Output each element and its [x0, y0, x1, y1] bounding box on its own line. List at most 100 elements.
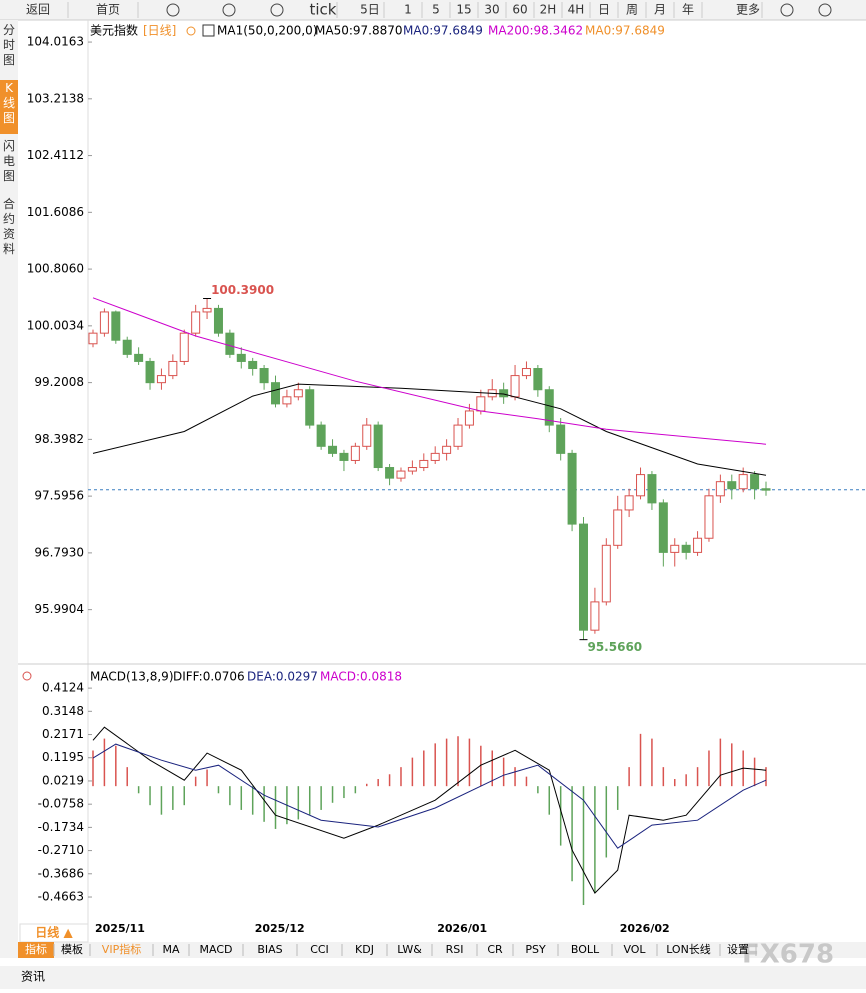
- legend-item: MA200:98.3462: [488, 24, 583, 38]
- candle-body: [430, 452, 440, 461]
- y-tick-label: -0.1734: [38, 820, 84, 834]
- indicator-tab[interactable]: VIP指标: [102, 942, 141, 956]
- toolbar-icon-candle[interactable]: [270, 3, 284, 17]
- y-tick-label: 0.1195: [42, 750, 84, 764]
- candle-body: [271, 382, 281, 405]
- y-tick-label: 101.6086: [27, 205, 84, 219]
- toolbar-icon-zoom[interactable]: [818, 3, 832, 17]
- toolbar-item[interactable]: 月: [654, 3, 666, 17]
- indicator-tab[interactable]: LW&: [397, 943, 422, 956]
- indicator-tab[interactable]: 设置: [727, 943, 749, 956]
- macd-line: [92, 743, 767, 849]
- candle-body: [636, 474, 646, 497]
- y-tick-label: 100.0034: [27, 318, 84, 332]
- settings-icon[interactable]: [22, 671, 32, 681]
- legend-item: MA50:97.8870: [315, 24, 403, 38]
- toolbar-item[interactable]: 2H: [540, 3, 557, 17]
- legend-item: MA1(50,0,200,0): [217, 24, 317, 38]
- candle-body: [305, 389, 315, 426]
- toolbar-item[interactable]: 4H: [568, 3, 585, 17]
- indicator-tab[interactable]: KDJ: [355, 943, 374, 956]
- toolbar-item[interactable]: 30: [484, 3, 499, 17]
- candle-body: [590, 601, 600, 631]
- side-tab-active: [0, 80, 18, 134]
- indicator-tab[interactable]: 指标: [25, 942, 47, 956]
- candle-body: [464, 410, 474, 426]
- ma-icon[interactable]: [202, 24, 215, 37]
- watermark: FX678: [742, 940, 834, 970]
- period-label: [日线]: [143, 24, 176, 38]
- period-button[interactable]: 日线 ▲: [35, 925, 73, 940]
- candle-body: [328, 445, 338, 454]
- status-tab[interactable]: 资讯: [21, 970, 45, 984]
- candle-body: [156, 375, 166, 384]
- indicator-tab[interactable]: MACD: [200, 943, 233, 956]
- indicator-tab[interactable]: LON长线: [666, 942, 711, 956]
- legend-item: MA0:97.6849: [403, 24, 483, 38]
- y-tick-label: 99.2008: [34, 375, 84, 389]
- indicator-tab[interactable]: BOLL: [571, 943, 600, 956]
- toolbar-item[interactable]: 1: [404, 3, 412, 17]
- candle-body: [111, 311, 121, 341]
- x-tick-label: 2026/02: [620, 922, 670, 935]
- toolbar-item[interactable]: 60: [512, 3, 527, 17]
- candle-body: [693, 537, 703, 553]
- indicator-tab[interactable]: 模板: [61, 942, 83, 956]
- candle-body: [556, 424, 566, 454]
- ma-line: [92, 297, 767, 445]
- candle-body: [407, 467, 417, 472]
- y-tick-label: 100.8060: [27, 262, 84, 276]
- side-tab[interactable]: 分时图: [3, 23, 15, 67]
- candle-body: [419, 459, 429, 469]
- candle-body: [293, 389, 303, 398]
- toolbar-item[interactable]: 5: [432, 3, 440, 17]
- extreme-label: 95.5660: [587, 640, 642, 654]
- candle-body: [567, 452, 577, 525]
- legend-item: MA0:97.6849: [585, 24, 665, 38]
- toolbar-icon-circle[interactable]: [166, 3, 180, 17]
- indicator-tab[interactable]: RSI: [446, 943, 464, 956]
- candle-body: [248, 360, 258, 370]
- y-tick-label: -0.4663: [38, 890, 84, 904]
- candle-body: [647, 474, 657, 504]
- candle-body: [179, 332, 189, 362]
- macd-legend-item: MACD:0.0818: [320, 670, 402, 684]
- add-icon[interactable]: [186, 26, 196, 36]
- extreme-label: 100.3900: [211, 283, 274, 297]
- toolbar-item[interactable]: 日: [598, 3, 610, 17]
- candle-body: [613, 509, 623, 546]
- y-tick-label: 103.2138: [27, 91, 84, 105]
- candle-body: [396, 470, 406, 479]
- toolbar-item[interactable]: 首页: [96, 3, 120, 17]
- indicator-tab[interactable]: CCI: [310, 943, 329, 956]
- toolbar-item[interactable]: 返回: [26, 3, 50, 17]
- y-tick-label: -0.0758: [38, 797, 84, 811]
- candle-body: [362, 424, 372, 447]
- candle-body: [521, 368, 531, 377]
- indicator-tab[interactable]: CR: [487, 943, 503, 956]
- indicator-tab[interactable]: VOL: [623, 943, 646, 956]
- toolbar-icon-fx[interactable]: [780, 3, 794, 17]
- candle-body: [499, 389, 509, 398]
- toolbar-item[interactable]: tick: [310, 1, 337, 19]
- toolbar-item[interactable]: 周: [626, 3, 638, 17]
- toolbar-item[interactable]: 年: [682, 3, 694, 17]
- macd-legend-item: MACD(13,8,9): [90, 670, 174, 684]
- toolbar-item[interactable]: 5日: [360, 3, 380, 17]
- side-tab[interactable]: K 线图: [3, 81, 15, 125]
- indicator-tab[interactable]: MA: [162, 943, 179, 956]
- toolbar-item[interactable]: 15: [456, 3, 471, 17]
- indicator-tab[interactable]: PSY: [525, 943, 546, 956]
- y-tick-label: -0.2710: [38, 843, 84, 857]
- y-tick-label: -0.3686: [38, 866, 84, 880]
- side-tab[interactable]: 合约资料: [3, 196, 15, 256]
- toolbar-icon-bars[interactable]: [222, 3, 236, 17]
- candle-body: [750, 474, 760, 490]
- side-tab[interactable]: 闪电图: [3, 139, 15, 183]
- y-tick-label: 0.4124: [42, 681, 84, 695]
- toolbar-bg: [0, 0, 866, 20]
- indicator-tab[interactable]: BIAS: [257, 943, 282, 956]
- toolbar-item[interactable]: 更多: [736, 3, 760, 17]
- candle-body: [350, 445, 360, 461]
